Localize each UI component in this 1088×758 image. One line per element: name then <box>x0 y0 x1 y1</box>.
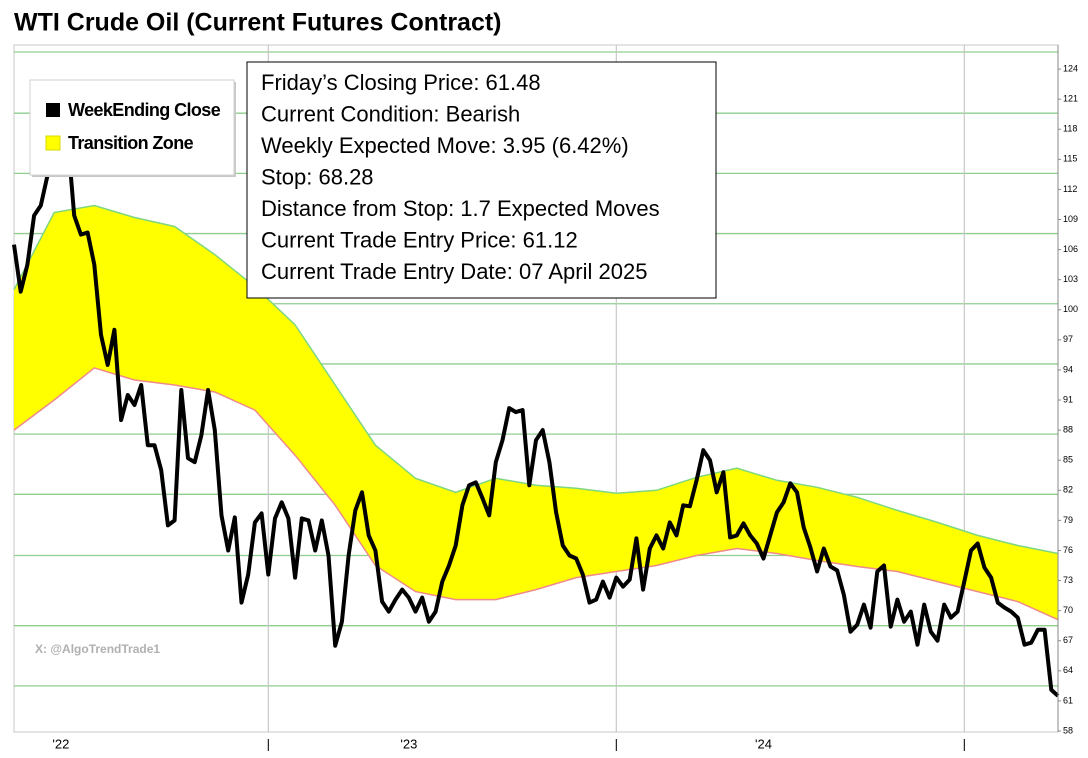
y-tick-label: 85 <box>1063 455 1073 465</box>
x-tick-label: '23 <box>400 736 417 751</box>
y-tick-label: 124 <box>1063 63 1078 73</box>
watermark: X: @AlgoTrendTrade1 <box>35 642 160 656</box>
legend-swatch <box>45 135 61 151</box>
y-tick-label: 70 <box>1063 605 1073 615</box>
x-tick-label: | <box>267 736 270 751</box>
y-tick-label: 121 <box>1063 94 1078 104</box>
legend-swatch <box>46 103 60 117</box>
y-tick-label: 76 <box>1063 545 1073 555</box>
info-line: Current Trade Entry Date: 07 April 2025 <box>261 259 647 284</box>
y-tick-label: 91 <box>1063 394 1073 404</box>
y-tick-label: 82 <box>1063 485 1073 495</box>
y-tick-label: 58 <box>1063 725 1073 735</box>
y-tick-label: 64 <box>1063 665 1073 675</box>
x-tick-label: | <box>963 736 966 751</box>
x-tick-label: '22 <box>52 736 69 751</box>
x-tick-label: | <box>615 736 618 751</box>
legend-label: Transition Zone <box>68 133 194 153</box>
y-tick-label: 115 <box>1063 154 1077 164</box>
y-tick-label: 100 <box>1063 304 1078 314</box>
info-line: Current Condition: Bearish <box>261 101 520 126</box>
plot-layer <box>12 45 1060 732</box>
y-tick-label: 79 <box>1063 515 1073 525</box>
x-tick-label: '24 <box>755 736 772 751</box>
y-tick-label: 106 <box>1063 244 1078 254</box>
y-tick-label: 67 <box>1063 635 1073 645</box>
legend-box <box>29 79 235 176</box>
y-tick-label: 112 <box>1063 184 1077 194</box>
y-tick-label: 97 <box>1063 334 1073 344</box>
info-box <box>246 61 717 299</box>
info-line: Current Trade Entry Price: 61.12 <box>261 227 578 252</box>
y-tick-label: 94 <box>1063 364 1073 374</box>
zone-upper-edge <box>13 204 1059 555</box>
close-line <box>12 133 1060 698</box>
y-tick-label: 103 <box>1063 274 1078 284</box>
y-tick-label: 73 <box>1063 575 1073 585</box>
info-line: Friday’s Closing Price: 61.48 <box>261 70 541 95</box>
y-tick-label: 109 <box>1063 214 1078 224</box>
y-tick-label: 118 <box>1063 124 1077 134</box>
legend-label: WeekEnding Close <box>68 100 221 120</box>
info-line: Weekly Expected Move: 3.95 (6.42%) <box>261 133 629 158</box>
chart-title: WTI Crude Oil (Current Futures Contract) <box>14 9 502 37</box>
info-line: Stop: 68.28 <box>261 164 374 189</box>
info-line: Distance from Stop: 1.7 Expected Moves <box>261 196 660 221</box>
y-tick-label: 88 <box>1063 424 1073 434</box>
y-tick-label: 61 <box>1063 695 1073 705</box>
transition-zone <box>14 205 1058 620</box>
